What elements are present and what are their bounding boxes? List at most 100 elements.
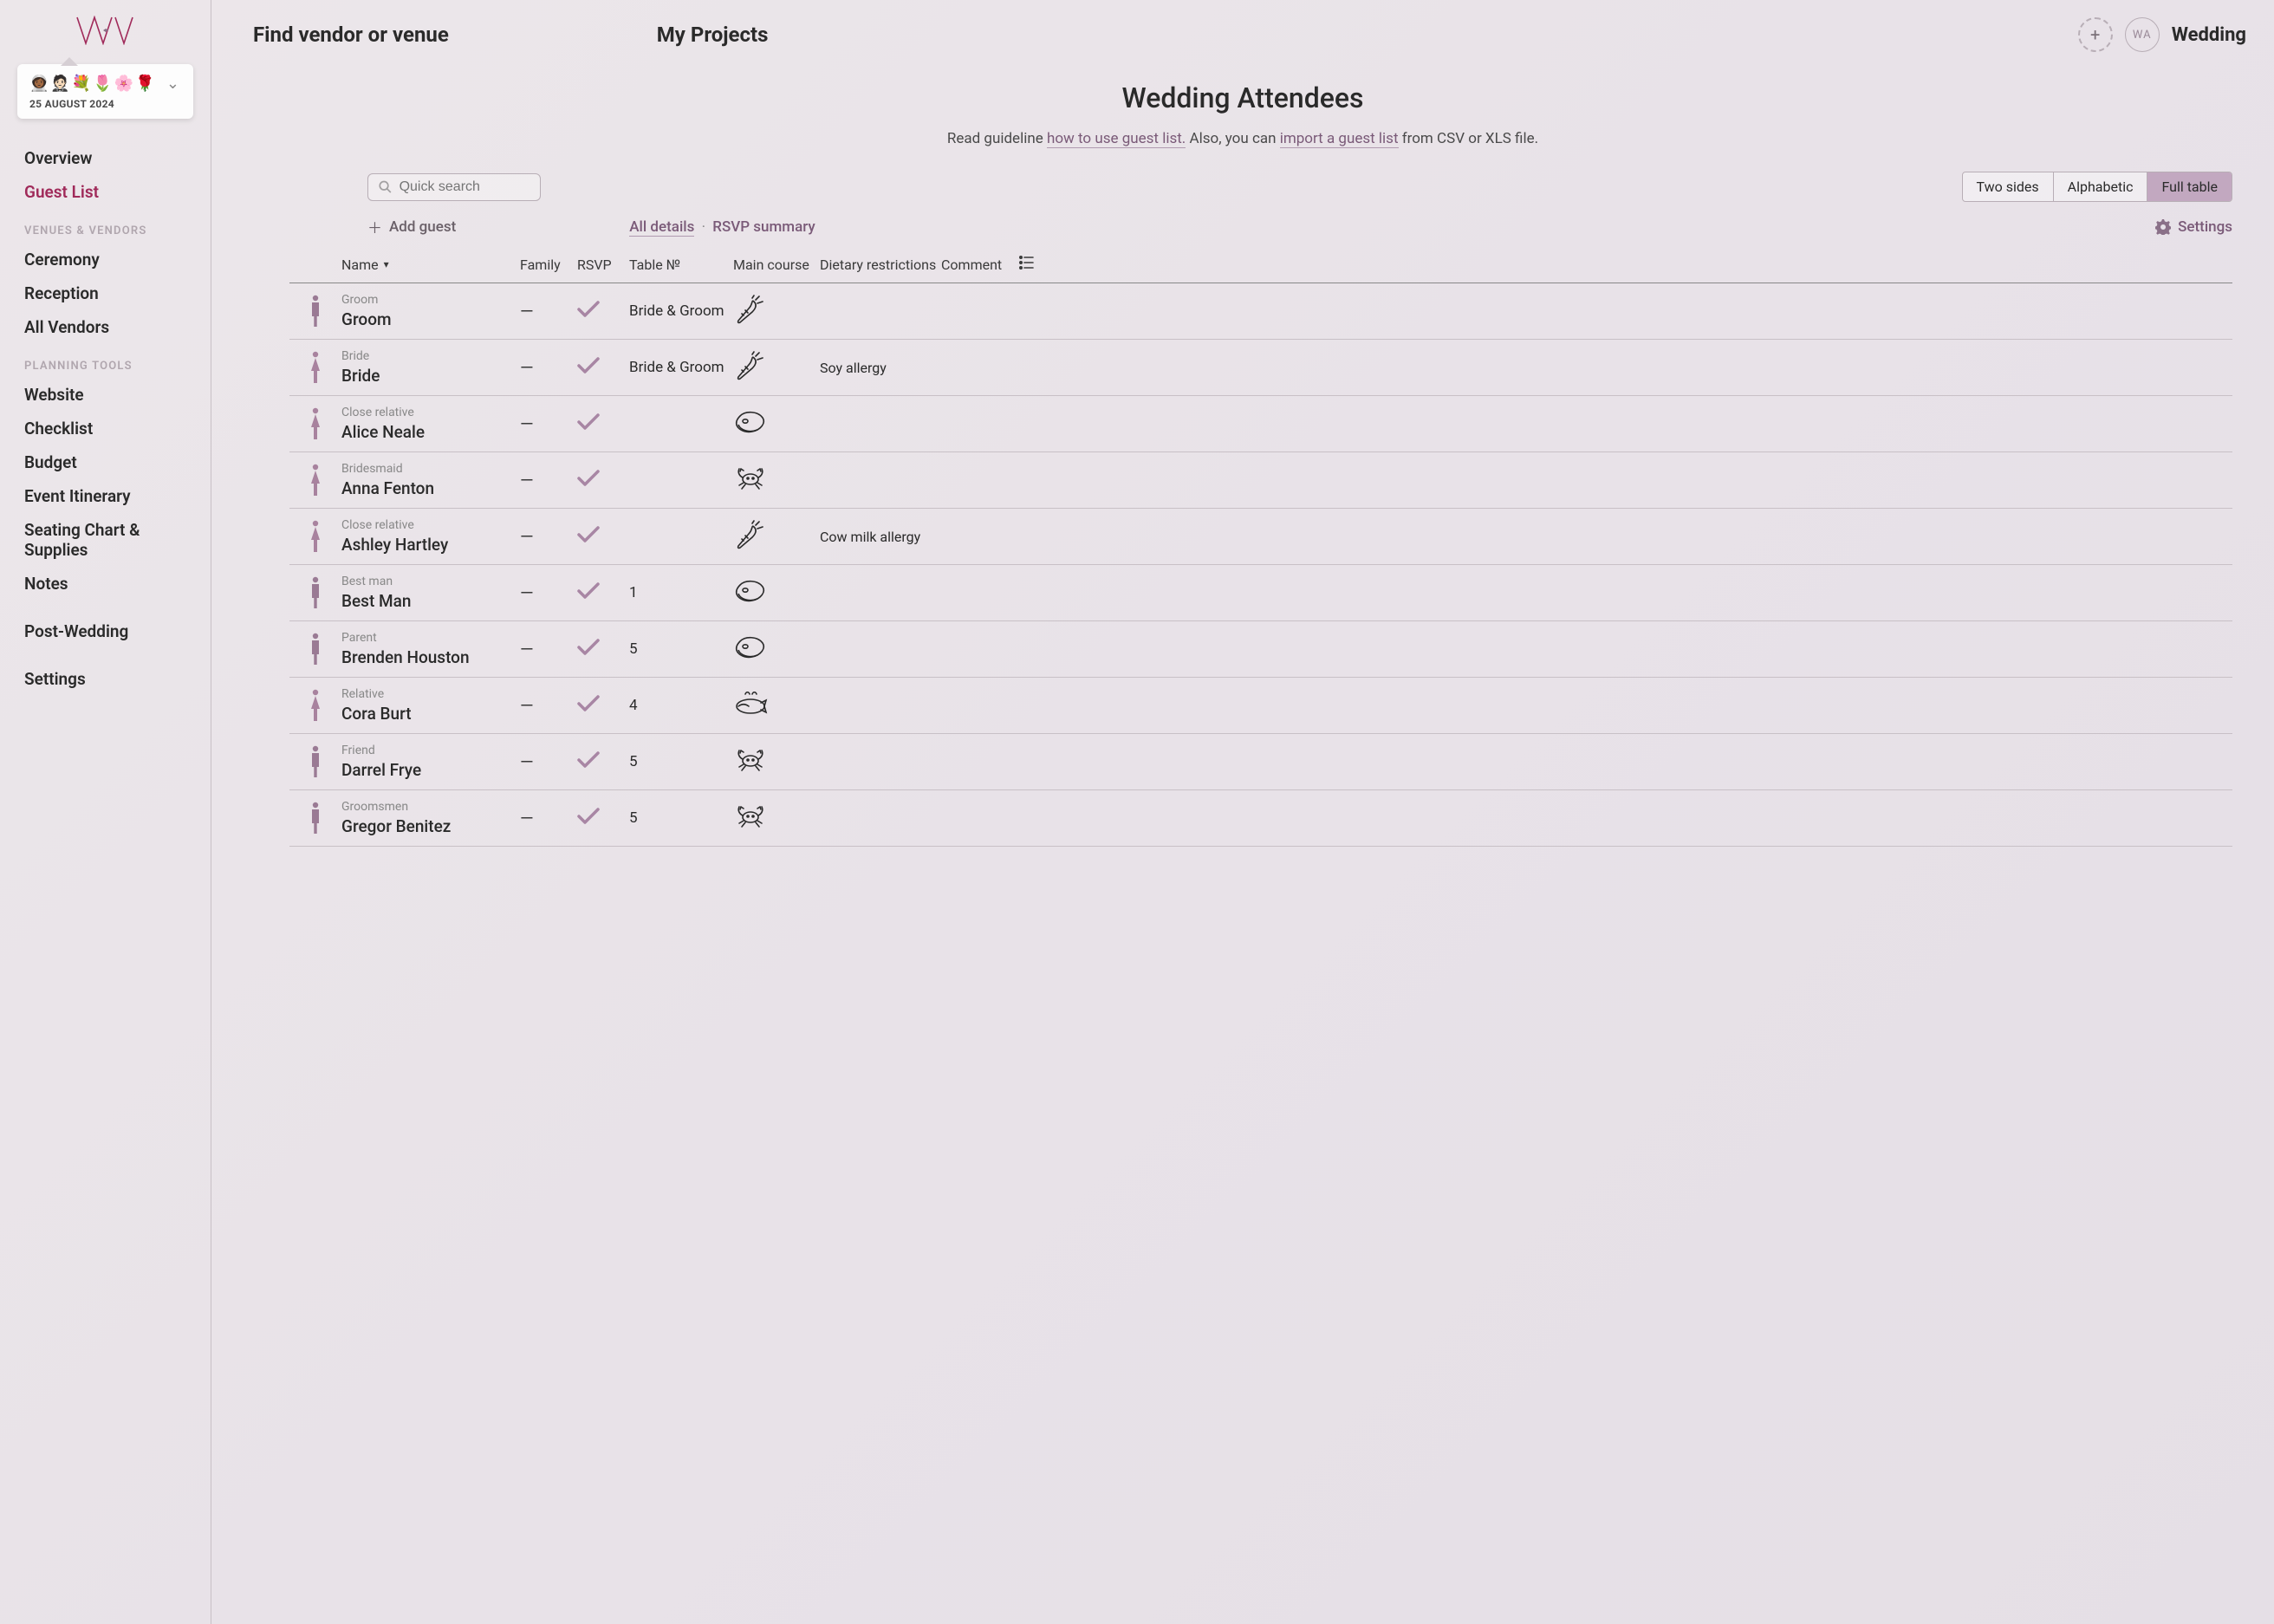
- check-icon: [577, 639, 600, 656]
- project-card[interactable]: 👩🏾‍🚀🤵🏻💐🌷🌸🌹 ⌄ 25 AUGUST 2024: [17, 64, 193, 119]
- nav-settings[interactable]: Settings: [0, 662, 211, 696]
- subcontrols-row: ＋ Add guest All details · RSVP summary S…: [211, 202, 2274, 246]
- guest-figure: [289, 743, 341, 781]
- guest-meal: [733, 520, 820, 553]
- col-rsvp[interactable]: RSVP: [577, 257, 629, 273]
- carrot-icon: [733, 520, 768, 549]
- guest-name: Gregor Benitez: [341, 816, 520, 836]
- search-input[interactable]: [400, 179, 530, 195]
- table-row[interactable]: BrideBride—Bride & GroomSoy allergy: [289, 340, 2232, 396]
- table-row[interactable]: RelativeCora Burt—4: [289, 678, 2232, 734]
- wedding-label[interactable]: Wedding: [2172, 24, 2246, 46]
- seg-two-sides[interactable]: Two sides: [1963, 172, 2054, 201]
- check-icon: [577, 751, 600, 769]
- table-row[interactable]: GroomGroom—Bride & Groom: [289, 283, 2232, 340]
- col-diet[interactable]: Dietary restrictions: [820, 257, 941, 273]
- howto-link[interactable]: how to use guest list.: [1047, 130, 1186, 148]
- nav-ceremony[interactable]: Ceremony: [0, 243, 211, 276]
- guest-name: Anna Fenton: [341, 478, 520, 498]
- nav-website[interactable]: Website: [0, 378, 211, 412]
- guest-role: Parent: [341, 631, 520, 645]
- table-row[interactable]: ParentBrenden Houston—5: [289, 621, 2232, 678]
- table-settings-button[interactable]: Settings: [2155, 218, 2232, 236]
- guest-name-cell: Relative Cora Burt: [341, 687, 520, 724]
- all-details-link[interactable]: All details: [629, 218, 694, 237]
- search-box[interactable]: [367, 173, 541, 201]
- col-comment[interactable]: Comment: [941, 257, 1019, 273]
- nav-reception[interactable]: Reception: [0, 276, 211, 310]
- col-main[interactable]: Main course: [733, 257, 820, 273]
- crab-icon: [733, 802, 768, 831]
- col-family[interactable]: Family: [520, 257, 577, 273]
- crab-icon: [733, 464, 768, 493]
- nav-overview[interactable]: Overview: [0, 141, 211, 175]
- guest-table-no: 1: [629, 584, 733, 601]
- seg-full-table[interactable]: Full table: [2147, 172, 2232, 201]
- guest-name-cell: BrideBride: [341, 349, 520, 386]
- project-emojis: 👩🏾‍🚀🤵🏻💐🌷🌸🌹: [29, 75, 156, 93]
- guest-role: Groom: [341, 293, 520, 307]
- carrot-icon: [733, 295, 768, 324]
- table-row[interactable]: BridesmaidAnna Fenton—: [289, 452, 2232, 509]
- crab-icon: [733, 745, 768, 775]
- guest-name: Bride: [341, 366, 520, 386]
- add-guest-button[interactable]: ＋ Add guest: [367, 216, 456, 237]
- table-row[interactable]: FriendDarrel Frye—5: [289, 734, 2232, 790]
- table-row[interactable]: Close relativeAshley Hartley—Cow milk al…: [289, 509, 2232, 565]
- chevron-down-icon[interactable]: ⌄: [166, 75, 181, 93]
- find-vendor-link[interactable]: Find vendor or venue: [253, 23, 449, 47]
- avatar[interactable]: WA: [2125, 17, 2160, 52]
- guest-rsvp: [577, 413, 629, 434]
- table-row[interactable]: GroomsmenGregor Benitez—5: [289, 790, 2232, 847]
- guest-name-cell: Close relativeAshley Hartley: [341, 518, 520, 555]
- check-icon: [577, 526, 600, 543]
- brand-logo[interactable]: [0, 10, 211, 57]
- col-table[interactable]: Table №: [629, 257, 733, 273]
- page-title: Wedding Attendees: [211, 81, 2274, 114]
- steak-icon: [733, 633, 768, 662]
- detail-links: All details · RSVP summary: [629, 218, 815, 236]
- guest-rsvp: [577, 470, 629, 490]
- guest-name: Best Man: [341, 591, 520, 611]
- col-name[interactable]: Name ▾: [341, 257, 520, 273]
- guest-table-no: Bride & Groom: [629, 359, 733, 376]
- check-icon: [577, 470, 600, 487]
- guest-diet: Cow milk allergy: [820, 529, 941, 545]
- seg-alphabetic[interactable]: Alphabetic: [2054, 172, 2148, 201]
- nav-notes[interactable]: Notes: [0, 567, 211, 601]
- guest-name: Cora Burt: [341, 704, 520, 724]
- rsvp-summary-link[interactable]: RSVP summary: [712, 218, 815, 236]
- settings-label: Settings: [2178, 218, 2232, 236]
- search-icon: [379, 179, 393, 195]
- nav-checklist[interactable]: Checklist: [0, 412, 211, 445]
- steak-icon: [733, 407, 768, 437]
- nav-seating[interactable]: Seating Chart & Supplies: [0, 513, 211, 567]
- guest-table-no: 5: [629, 809, 733, 827]
- guest-figure: [289, 461, 341, 499]
- nav-guestlist[interactable]: Guest List: [0, 175, 211, 209]
- nav-allvendors[interactable]: All Vendors: [0, 310, 211, 344]
- project-date: 25 AUGUST 2024: [29, 98, 181, 110]
- carrot-icon: [733, 351, 768, 380]
- guest-meal: [733, 576, 820, 609]
- table-row[interactable]: Close relativeAlice Neale—: [289, 396, 2232, 452]
- guest-name: Alice Neale: [341, 422, 520, 442]
- nav-postwedding[interactable]: Post-Wedding: [0, 614, 211, 648]
- guest-family: —: [520, 582, 577, 603]
- guest-name: Brenden Houston: [341, 647, 520, 667]
- steak-icon: [733, 576, 768, 606]
- gear-icon: [2155, 219, 2171, 235]
- guest-role: Best man: [341, 575, 520, 588]
- import-link[interactable]: import a guest list: [1280, 130, 1399, 148]
- my-projects-link[interactable]: My Projects: [657, 23, 769, 47]
- guest-role: Relative: [341, 687, 520, 701]
- table-row[interactable]: Best man Best Man— 1: [289, 565, 2232, 621]
- add-project-button[interactable]: +: [2078, 17, 2113, 52]
- nav-budget[interactable]: Budget: [0, 445, 211, 479]
- col-menu[interactable]: [1019, 255, 1045, 274]
- guest-name: Groom: [341, 309, 520, 329]
- guest-name-cell: FriendDarrel Frye: [341, 744, 520, 780]
- guest-rsvp: [577, 357, 629, 378]
- guest-family: —: [520, 695, 577, 716]
- nav-itinerary[interactable]: Event Itinerary: [0, 479, 211, 513]
